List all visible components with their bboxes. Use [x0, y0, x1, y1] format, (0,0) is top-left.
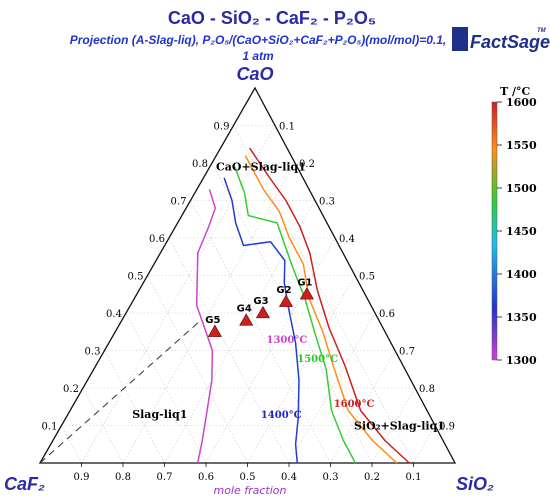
point-label-g4: G4 [237, 304, 252, 315]
colorbar: T /°C 1600 1550 1500 1450 1400 1350 1300 [491, 85, 537, 367]
vertex-label-right: SiO₂ [456, 474, 494, 494]
gridline-caf2 [168, 237, 290, 464]
tick-label-left: 0.9 [214, 122, 230, 133]
ternary-ticks: 0.9 0.1 0.1 0.8 0.2 0.2 0.7 0.3 0.3 0.6 0.4 0.4 0.5 0… [42, 122, 455, 484]
point-marker-g5 [207, 324, 222, 337]
colorbar-ticks: 1600 1550 1500 1450 1400 1350 1300 [497, 96, 537, 367]
ternary-frame [38, 86, 457, 464]
point-label-g3: G3 [253, 296, 268, 307]
gridline-sio2 [413, 425, 436, 464]
factsage-logo: FactSage TM [452, 27, 550, 52]
isotherm-lines [39, 147, 410, 464]
isotherm-1500 [234, 166, 357, 464]
isotherm-1600 [248, 147, 410, 464]
tick-label-bottom: 0.3 [323, 472, 339, 483]
gridline-caf2 [233, 125, 414, 464]
isotherm-label: 1400°C [261, 410, 302, 421]
point-marker-g3 [255, 305, 270, 319]
gridline-sio2 [247, 275, 356, 464]
tick-label-right: 0.8 [419, 384, 435, 395]
isotherm-label: 1300°C [267, 335, 308, 346]
tick-label-left: 0.8 [192, 159, 208, 170]
point-marker-g1 [299, 287, 314, 300]
gridline-sio2 [371, 387, 416, 464]
gridline-sio2 [330, 350, 396, 464]
gridline-caf2 [190, 200, 331, 464]
gridline-caf2 [211, 162, 373, 464]
colorbar-tick-label: 1350 [506, 311, 537, 324]
tick-label-right: 0.3 [319, 197, 335, 208]
gridline-caf2 [147, 275, 248, 464]
tick-label-right: 0.7 [399, 347, 415, 358]
axis-label-mole-fraction: mole fraction [213, 484, 286, 497]
isotherm-1400 [223, 177, 300, 464]
point-label-g2: G2 [276, 285, 291, 296]
ternary-triangle [38, 86, 457, 464]
colorbar-tick-label: 1550 [506, 139, 537, 152]
region-label: SiO₂+Slag-liq1 [354, 419, 445, 432]
tick-label-bottom: 0.5 [240, 472, 256, 483]
point-marker-g4 [239, 313, 254, 326]
factsage-logo-text: FactSage [470, 32, 550, 52]
region-label: CaO+Slag-liq1 [216, 161, 306, 174]
tick-label-left: 0.2 [63, 384, 79, 395]
isotherm-label: 1500°C [297, 354, 338, 365]
tick-label-left: 0.1 [42, 422, 58, 433]
gridline-sio2 [164, 200, 316, 464]
colorbar-gradient [491, 101, 498, 361]
tick-label-right: 0.1 [279, 122, 295, 133]
tick-label-left: 0.7 [171, 197, 187, 208]
colorbar-tick-label: 1600 [506, 96, 537, 109]
tick-label-right: 0.9 [439, 422, 455, 433]
vertex-label-top: CaO [236, 64, 273, 84]
tick-label-bottom: 0.2 [364, 472, 380, 483]
gridline-sio2 [288, 312, 376, 464]
tick-label-bottom: 0.9 [74, 472, 90, 483]
colorbar-title: T /°C [500, 85, 531, 98]
tick-label-bottom: 0.4 [281, 472, 297, 483]
vertex-label-left: CaF₂ [4, 474, 45, 494]
tick-label-right: 0.5 [359, 272, 375, 283]
tick-label-right: 0.4 [339, 234, 355, 245]
tick-label-right: 0.6 [379, 309, 395, 320]
isotherm-1300 [195, 189, 217, 464]
gridline-caf2 [61, 425, 82, 464]
colorbar-tick-label: 1400 [506, 268, 537, 281]
tick-label-left: 0.5 [128, 272, 144, 283]
gridline-caf2 [82, 387, 124, 464]
factsage-logo-mark [452, 27, 468, 51]
tick-label-left: 0.4 [106, 309, 122, 320]
isotherm-label: 1600°C [334, 399, 375, 410]
tick-label-bottom: 0.1 [406, 472, 422, 483]
tick-label-bottom: 0.7 [157, 472, 173, 483]
point-marker-g2 [278, 294, 294, 307]
gridline-sio2 [122, 162, 296, 464]
factsage-logo-tm: TM [537, 28, 547, 34]
colorbar-tick-label: 1450 [506, 225, 537, 238]
region-label: Slag-liq1 [132, 408, 187, 421]
chart-subtitle-line2: 1 atm [242, 49, 274, 63]
tick-label-bottom: 0.8 [115, 472, 131, 483]
region-labels: CaO+Slag-liq1 Slag-liq1 SiO₂+Slag-liq1 1300… [132, 161, 445, 433]
chart-subtitle-line1: Projection (A-Slag-liq), P₂O₅/(CaO+SiO₂+… [70, 33, 447, 47]
colorbar-tick-label: 1300 [506, 354, 537, 367]
gridline-caf2 [125, 312, 207, 464]
point-label-g5: G5 [205, 315, 220, 326]
tick-label-left: 0.6 [149, 234, 165, 245]
chart-title: CaO - SiO₂ - CaF₂ - P₂O₅ [168, 8, 376, 28]
point-label-g1: G1 [297, 277, 312, 288]
tick-label-left: 0.3 [85, 347, 101, 358]
tick-label-right: 0.2 [299, 159, 315, 170]
gridline-caf2 [104, 350, 165, 464]
tick-label-bottom: 0.6 [198, 472, 214, 483]
ternary-grid [61, 125, 436, 464]
colorbar-tick-label: 1500 [506, 182, 537, 195]
